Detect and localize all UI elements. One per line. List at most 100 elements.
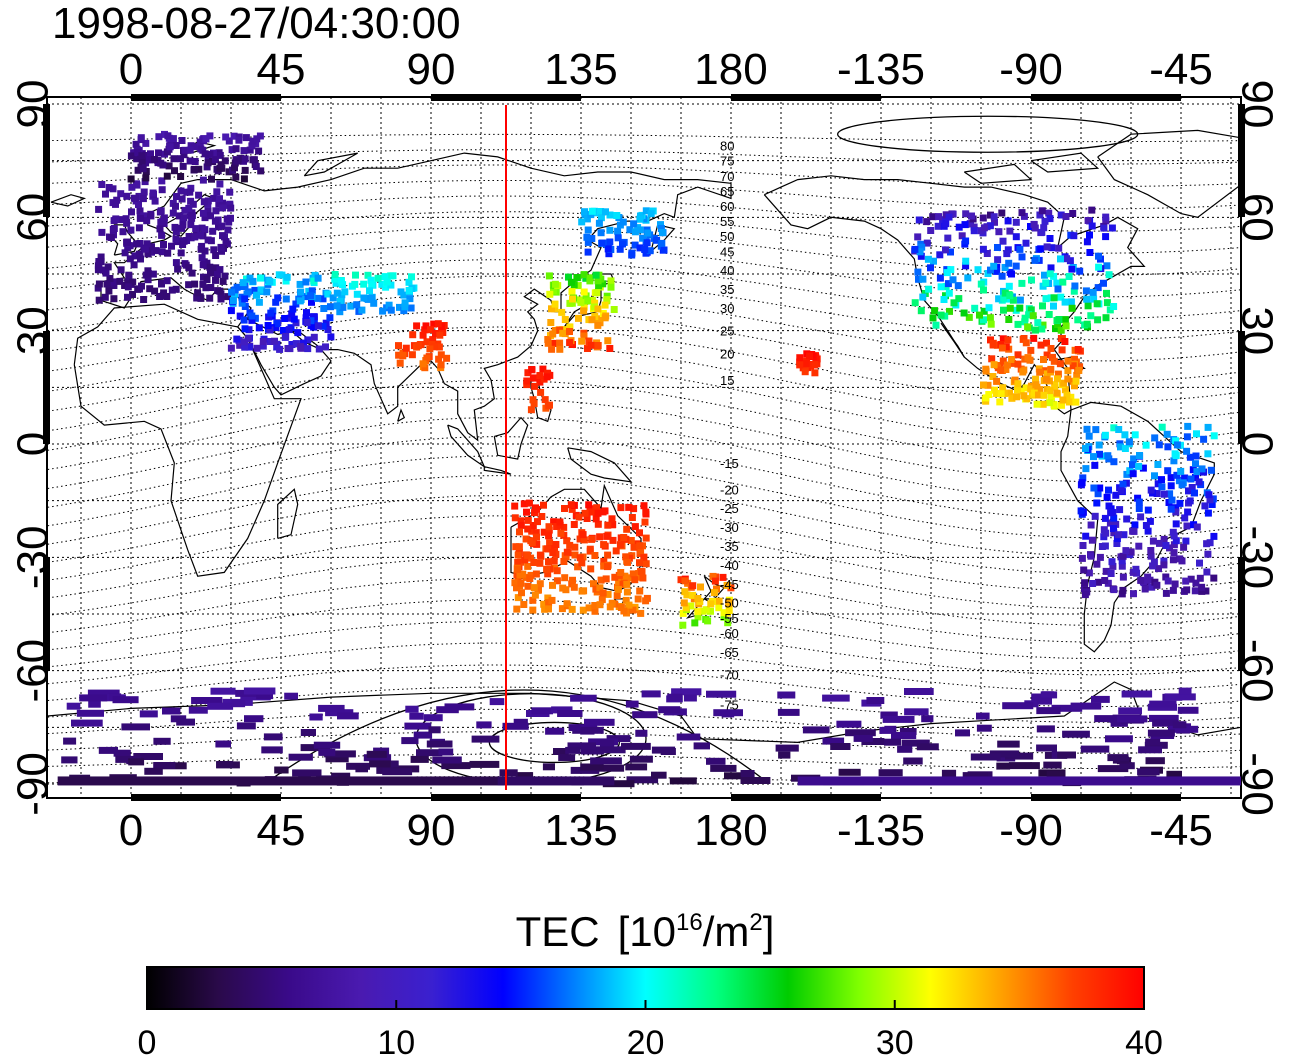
tec-point (163, 277, 171, 285)
tec-point (1091, 461, 1099, 469)
tec-point (1102, 213, 1110, 221)
tec-point (302, 293, 310, 301)
tec-point (266, 338, 274, 345)
tec-point (1097, 765, 1129, 773)
tec-point (911, 299, 919, 307)
tec-point (499, 769, 518, 777)
tec-point (540, 501, 547, 509)
tec-point (1041, 271, 1048, 279)
tec-point (95, 205, 103, 213)
tec-point (984, 381, 992, 389)
tec-point (172, 235, 180, 243)
tec-point (593, 504, 601, 512)
tec-point (581, 208, 588, 216)
tec-point (1113, 540, 1121, 547)
tec-point (1196, 559, 1203, 567)
tec-point (528, 366, 536, 374)
tec-point (566, 339, 574, 347)
tec-point (530, 400, 538, 408)
tec-point (1021, 314, 1029, 322)
tec-point (1110, 303, 1118, 310)
tec-point (471, 735, 500, 743)
tec-point (584, 718, 615, 726)
tec-point (523, 508, 530, 516)
tec-point (595, 282, 603, 290)
tec-point (1040, 391, 1048, 399)
tec-point (399, 349, 407, 357)
tec-point (1038, 325, 1046, 333)
tec-point (997, 740, 1020, 748)
tec-point (531, 591, 539, 599)
tec-point (579, 531, 587, 539)
tec-point (552, 541, 560, 548)
tec-point (164, 132, 172, 140)
tec-point (596, 533, 604, 541)
tec-point (514, 551, 522, 559)
tec-point (636, 226, 644, 234)
tec-point (607, 283, 615, 291)
tec-point (137, 255, 144, 263)
tec-point (1166, 490, 1174, 498)
tec-point (631, 576, 639, 584)
tec-point (352, 271, 359, 279)
tec-point (1151, 472, 1158, 480)
tec-point (224, 226, 232, 234)
tec-point (1139, 464, 1147, 472)
tec-point (1046, 399, 1054, 407)
tec-point (133, 240, 141, 248)
tec-point (636, 542, 644, 550)
tec-point (983, 250, 991, 257)
tec-point (428, 726, 441, 734)
tec-point (302, 314, 310, 322)
tec-point (606, 211, 614, 219)
tec-point (970, 227, 978, 235)
tec-point (188, 269, 196, 277)
lat-tick-label-right: 30 (1233, 306, 1282, 355)
tec-point (197, 145, 205, 153)
tec-point (274, 766, 289, 774)
lon-tick-label-top: -45 (1149, 45, 1213, 94)
tec-point (1119, 480, 1127, 488)
tec-point (188, 214, 196, 222)
tec-point (615, 578, 623, 586)
tec-point (194, 289, 202, 297)
tec-point (208, 175, 215, 183)
tec-point (534, 518, 541, 526)
tec-point (600, 562, 608, 570)
tec-point (962, 257, 970, 265)
tec-point (1048, 244, 1056, 252)
tec-point (150, 156, 158, 163)
tec-point (304, 336, 312, 344)
tec-point (404, 722, 432, 730)
lon-tick-label-top: 180 (694, 45, 767, 94)
tec-point (531, 374, 539, 382)
tec-point (546, 401, 553, 409)
tec-point (1004, 336, 1012, 344)
tec-point (944, 280, 952, 288)
tec-point (580, 307, 588, 315)
frame-bar-bottom-0 (131, 794, 281, 801)
tec-point (528, 539, 536, 546)
tec-point (1029, 312, 1037, 320)
tec-point (1118, 557, 1126, 565)
tec-point (987, 320, 995, 328)
tec-point (568, 505, 576, 513)
colorbar-label-main: TEC (516, 908, 600, 955)
tec-point (408, 273, 415, 281)
tec-point (215, 200, 223, 208)
tec-point (897, 745, 913, 753)
tec-point (401, 299, 409, 307)
tec-point (370, 299, 378, 307)
tec-point (513, 718, 528, 726)
tec-point (1031, 693, 1049, 701)
tec-point (239, 283, 247, 290)
tec-point (1038, 228, 1046, 236)
tec-point (511, 514, 519, 522)
tec-point (292, 300, 300, 308)
tec-point (1092, 426, 1100, 434)
tec-point (297, 288, 305, 296)
tec-point (995, 228, 1003, 236)
tec-point (578, 559, 586, 567)
tec-point (1108, 558, 1116, 566)
tec-point (513, 605, 521, 613)
